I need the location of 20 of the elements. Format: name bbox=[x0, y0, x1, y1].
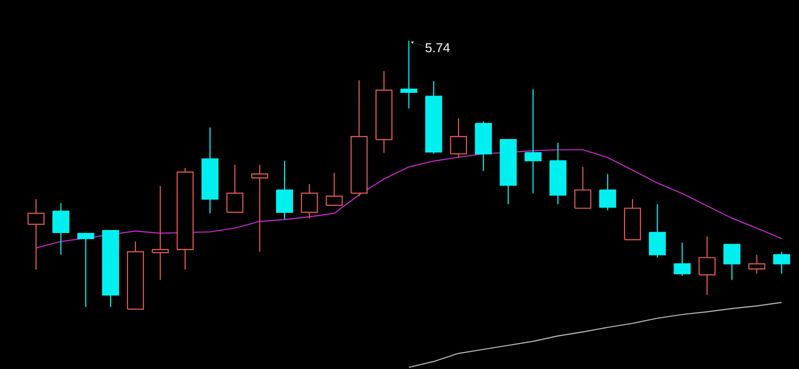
candlestick bbox=[574, 166, 592, 209]
candlestick bbox=[152, 185, 169, 280]
candlestick bbox=[723, 244, 740, 280]
candlestick bbox=[698, 236, 716, 296]
candlestick bbox=[599, 173, 616, 211]
candlestick bbox=[748, 254, 766, 274]
candlestick bbox=[251, 164, 268, 252]
candlestick bbox=[326, 172, 343, 206]
candlestick bbox=[226, 164, 244, 213]
candlestick bbox=[52, 202, 70, 256]
candlestick bbox=[648, 204, 666, 258]
candlestick bbox=[773, 251, 790, 274]
candlestick bbox=[28, 198, 45, 270]
candlestick bbox=[674, 242, 691, 276]
annotation: 5.74 bbox=[425, 43, 450, 52]
candlestick bbox=[276, 160, 294, 220]
candlestick bbox=[450, 118, 468, 158]
candlestick bbox=[300, 184, 318, 219]
candlestick bbox=[77, 232, 94, 308]
candlestick bbox=[524, 88, 542, 194]
